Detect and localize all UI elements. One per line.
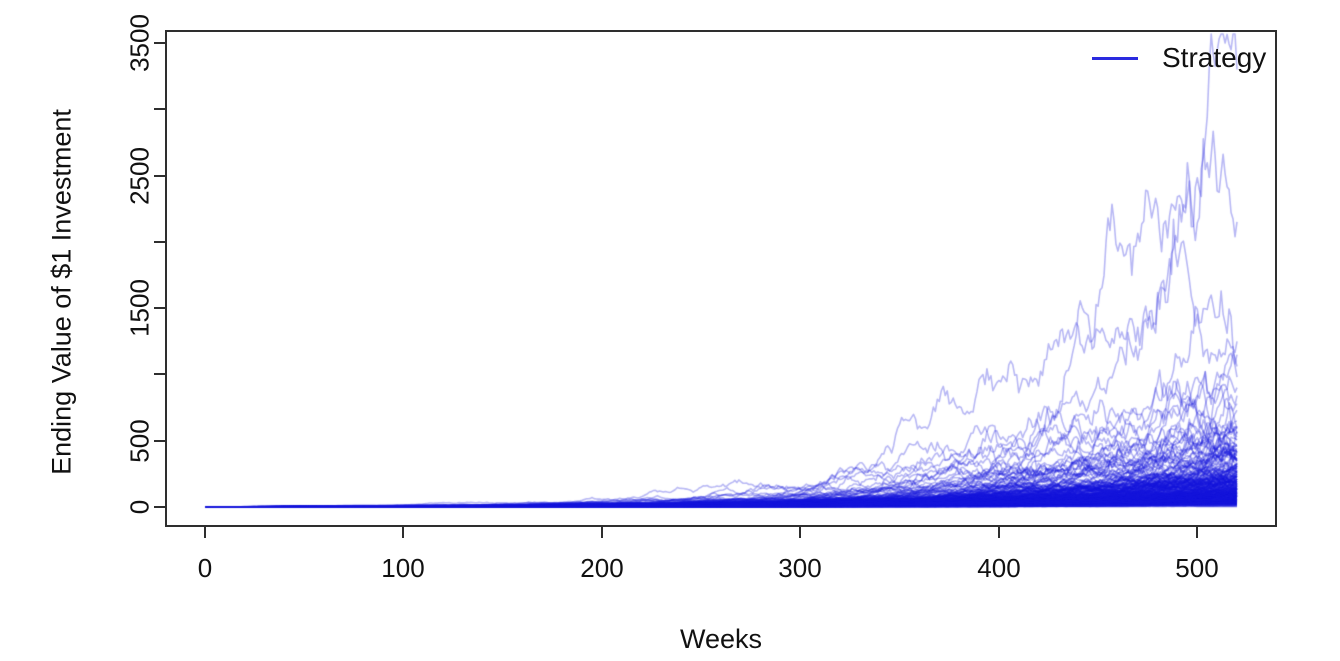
x-axis-tick-label: 300 [778, 553, 822, 583]
y-axis-tick-label: 2500 [124, 147, 155, 205]
y-axis-tick-label: 0 [124, 499, 155, 515]
y-axis-tick [154, 506, 165, 508]
x-axis-title: Weeks [679, 624, 763, 654]
y-axis-title: Ending Value of $1 Investment [46, 109, 77, 475]
y-axis-tick [154, 175, 165, 177]
y-axis-tick-label: 1500 [124, 279, 155, 337]
y-axis-tick [154, 42, 165, 44]
y-axis-tick [154, 440, 165, 442]
x-axis-tick [601, 527, 603, 538]
legend: Strategy [1092, 42, 1266, 74]
legend-label: Strategy [1162, 42, 1267, 73]
y-axis-tick [154, 108, 165, 110]
x-axis-tick-label: 200 [580, 553, 624, 583]
x-axis-tick-label: 100 [381, 553, 425, 583]
x-axis-tick [402, 527, 404, 538]
x-axis-tick [204, 527, 206, 538]
x-axis-tick-label: 500 [1175, 553, 1219, 583]
simulation-paths-canvas [167, 32, 1275, 525]
legend-line-sample [1092, 56, 1138, 60]
y-axis-tick [154, 307, 165, 309]
x-axis-tick [799, 527, 801, 538]
x-axis-tick [1196, 527, 1198, 538]
y-axis-tick-label: 500 [124, 419, 155, 463]
x-axis-tick-label: 400 [977, 553, 1021, 583]
y-axis-tick [154, 241, 165, 243]
x-axis-tick-label: 0 [197, 553, 213, 583]
x-axis-tick [998, 527, 1000, 538]
y-axis-tick-label: 3500 [124, 14, 155, 72]
y-axis-tick [154, 373, 165, 375]
